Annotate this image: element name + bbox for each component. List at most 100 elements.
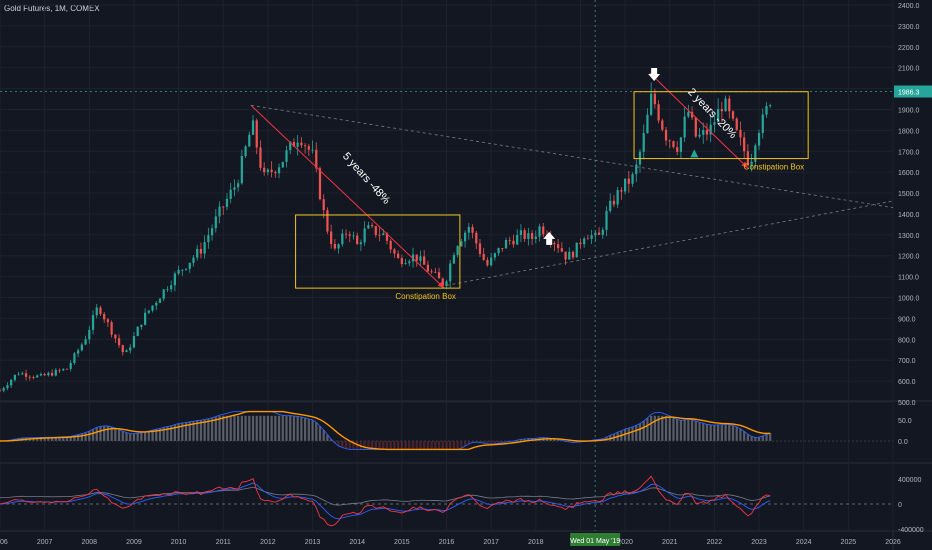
y-tick-label: 1700.0 xyxy=(898,149,920,156)
macd-bar xyxy=(285,415,288,441)
y-tick-label: 1500.0 xyxy=(898,191,920,198)
candle-body xyxy=(586,238,590,240)
candle-body xyxy=(393,249,396,254)
macd-bar xyxy=(192,421,195,441)
macd-bar xyxy=(263,415,266,441)
candle-body xyxy=(207,235,210,243)
down-arrow-icon xyxy=(648,68,661,82)
osc-tick-label: -400000 xyxy=(898,527,924,534)
macd-bar xyxy=(679,420,683,441)
macd-bar xyxy=(493,441,496,444)
macd-bar xyxy=(210,417,214,441)
candle-body xyxy=(266,169,270,173)
candle-body xyxy=(374,226,377,235)
candle-body xyxy=(475,232,478,244)
y-tick-label: 2100.0 xyxy=(898,66,920,73)
candle-body xyxy=(229,189,232,199)
candle-body xyxy=(318,168,322,200)
macd-bar xyxy=(158,428,162,441)
osc-tick-label: 0 xyxy=(898,502,902,509)
candles-group xyxy=(0,82,772,393)
candle-body xyxy=(482,253,485,260)
macd-bar xyxy=(497,441,500,444)
x-tick-label: 2014 xyxy=(349,539,365,546)
macd-bar xyxy=(754,437,757,441)
candle-body xyxy=(80,344,83,351)
candle-body xyxy=(181,269,184,271)
chart-title: Gold Futures, 1M, COMEX xyxy=(4,4,100,13)
arrow-head xyxy=(741,161,748,168)
macd-bar xyxy=(289,415,292,441)
candle-body xyxy=(99,307,102,314)
macd-bar xyxy=(77,434,80,441)
macd-bar xyxy=(437,441,441,450)
x-tick-label: 2009 xyxy=(126,539,142,546)
macd-bar xyxy=(400,441,403,450)
macd-bar xyxy=(143,431,147,441)
macd-bar xyxy=(103,425,106,441)
candle-body xyxy=(337,244,340,249)
candle-body xyxy=(605,210,608,230)
macd-bar xyxy=(389,441,392,450)
macd-bar xyxy=(170,425,173,441)
candle-body xyxy=(0,390,2,392)
candle-body xyxy=(623,178,627,192)
candle-body xyxy=(493,253,496,258)
x-tick-label: 2008 xyxy=(82,539,98,546)
candle-body xyxy=(28,376,31,378)
candle-body xyxy=(720,109,723,112)
macd-bar xyxy=(456,441,459,450)
candle-body xyxy=(303,145,307,147)
macd-bar xyxy=(769,433,772,441)
candle-body xyxy=(609,200,612,211)
candle-body xyxy=(765,106,768,115)
osc-line-3 xyxy=(0,486,771,506)
macd-bar xyxy=(374,441,377,450)
candle-body xyxy=(478,243,482,254)
macd-bar xyxy=(728,424,731,441)
macd-bar xyxy=(419,441,422,450)
macd-bar xyxy=(519,439,523,441)
macd-bar xyxy=(504,441,508,443)
candle-body xyxy=(333,244,336,249)
macd-bar xyxy=(411,441,415,450)
macd-bar xyxy=(750,436,753,441)
macd-bar xyxy=(553,438,556,441)
candle-body xyxy=(426,264,430,272)
candle-body xyxy=(594,232,597,236)
candle-body xyxy=(158,298,162,303)
candle-body xyxy=(367,225,370,229)
macd-bar xyxy=(229,415,232,441)
macd-bar xyxy=(129,433,132,441)
candle-body xyxy=(750,161,753,165)
candle-body xyxy=(259,147,262,168)
candle-body xyxy=(155,302,158,306)
macd-bar xyxy=(307,418,310,441)
macd-bar xyxy=(125,432,128,441)
oscillator-group xyxy=(0,475,893,527)
candle-body xyxy=(2,388,5,391)
candle-body xyxy=(553,243,556,245)
macd-bar xyxy=(274,415,277,441)
candle-body xyxy=(490,257,493,266)
candle-body xyxy=(348,234,351,236)
macd-bar xyxy=(121,431,124,441)
candle-body xyxy=(601,229,604,235)
macd-tick-label: 50.0 xyxy=(898,418,912,425)
macd-bar xyxy=(363,441,366,450)
candle-body xyxy=(542,226,545,235)
candle-body xyxy=(237,183,240,188)
candle-body xyxy=(307,146,310,150)
y-tick-label: 2200.0 xyxy=(898,45,920,52)
candle-body xyxy=(203,242,206,254)
candle-body xyxy=(117,338,121,346)
candle-body xyxy=(616,190,619,205)
candle-body xyxy=(69,363,72,369)
macd-bar xyxy=(50,437,54,441)
candle-body xyxy=(612,200,616,205)
macd-bar xyxy=(527,438,530,441)
y-tick-label: 800.0 xyxy=(898,337,916,344)
macd-bar xyxy=(58,436,61,441)
candle-body xyxy=(170,285,173,290)
